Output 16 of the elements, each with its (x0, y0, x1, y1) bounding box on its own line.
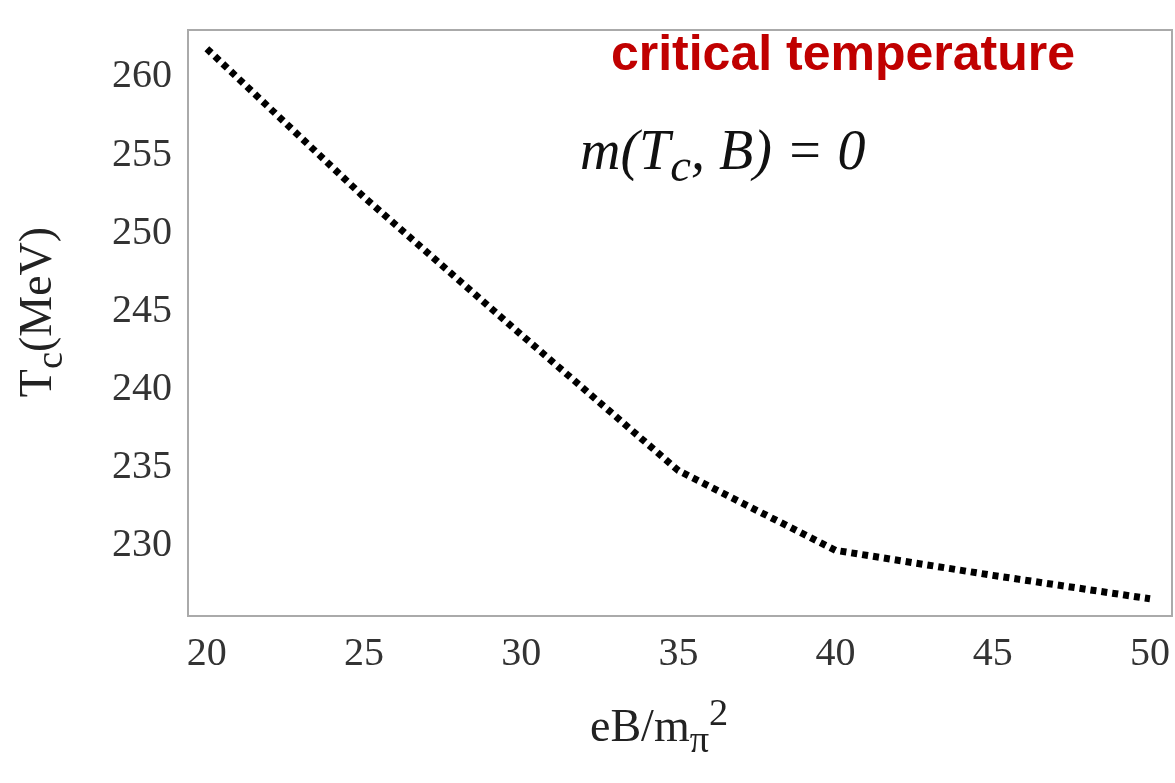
x-tick-label: 20 (186, 628, 227, 674)
y-tick-label: 250 (112, 207, 172, 253)
x-tick-label: 35 (658, 628, 699, 674)
y-tick-label: 255 (112, 129, 172, 175)
y-tick-label: 260 (112, 51, 172, 97)
x-tick-label: 40 (815, 628, 856, 674)
x-tick-label: 45 (972, 628, 1013, 674)
chart-title: critical temperature (610, 24, 1075, 82)
x-tick-label: 25 (344, 628, 385, 674)
x-tick-label: 30 (501, 628, 542, 674)
y-tick-label: 230 (112, 520, 172, 566)
annotation: m(T$_{c}$, B) = 0 (580, 118, 866, 193)
y-tick-label: 240 (112, 363, 172, 409)
x-tick-label: 50 (1129, 628, 1170, 674)
y-tick-label: 245 (112, 285, 172, 331)
y-tick-label: 235 (112, 442, 172, 488)
